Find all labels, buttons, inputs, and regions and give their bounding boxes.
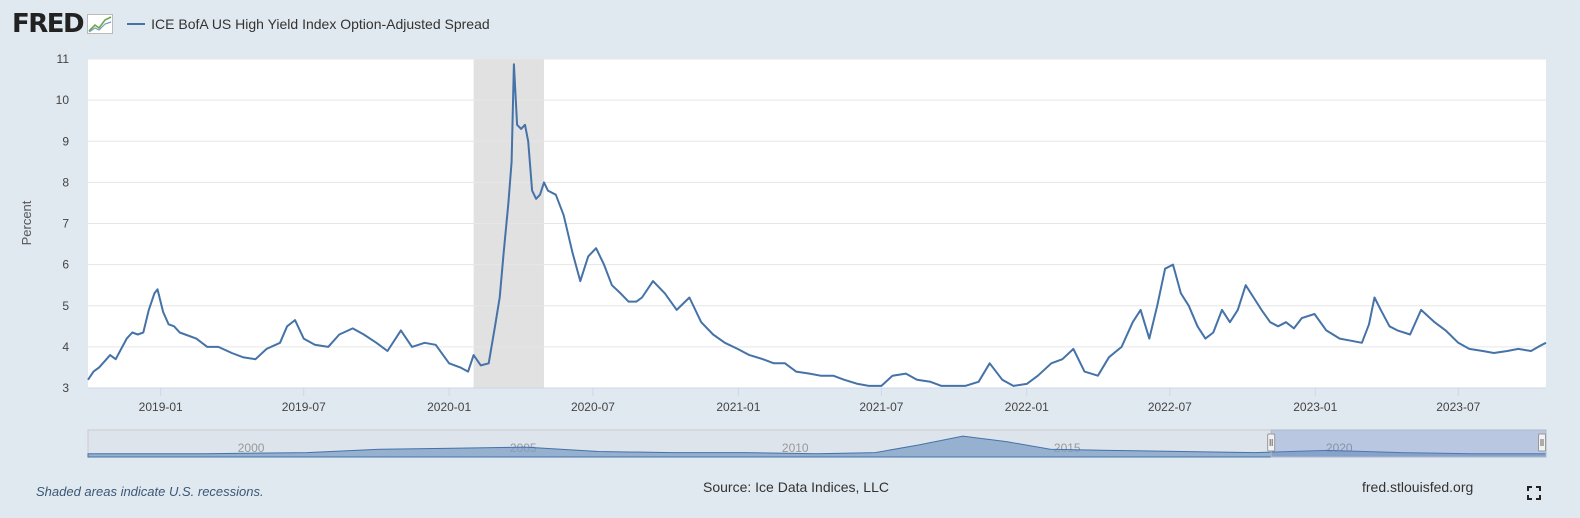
x-tick-label: 2023-01 — [1293, 400, 1337, 414]
chart: 2019-01 2019-07 2020-01 2020-07 2021-01 2021-… — [19, 52, 1547, 458]
y-axis-title: Percent — [19, 200, 34, 245]
navigator-tick-label: 2000 — [238, 441, 265, 455]
navigator-selection — [1270, 429, 1547, 458]
legend-swatch — [127, 23, 146, 25]
fred-logo[interactable]: FRED — [12, 9, 114, 39]
y-tick-label: 4 — [62, 340, 69, 354]
navigator-tick-label: 2010 — [782, 441, 809, 455]
x-tick-label: 2020-01 — [427, 400, 471, 414]
y-tick-label: 3 — [62, 381, 69, 395]
legend-label: ICE BofA US High Yield Index Option-Adju… — [151, 16, 490, 32]
navigator-handle-right[interactable] — [1538, 433, 1546, 452]
y-tick-label: 11 — [57, 52, 70, 66]
y-tick-label: 5 — [62, 299, 69, 313]
x-axis: 2019-01 2019-07 2020-01 2020-07 2021-01 2021-… — [88, 387, 1546, 414]
x-tick-label: 2022-07 — [1148, 400, 1192, 414]
x-tick-label: 2023-07 — [1436, 400, 1480, 414]
x-tick-label: 2022-01 — [1005, 400, 1049, 414]
x-tick-label: 2019-01 — [139, 400, 183, 414]
handle-grip — [1538, 433, 1546, 452]
y-tick-label: 9 — [62, 134, 69, 148]
series-layer[interactable] — [87, 63, 1547, 387]
chart-header: FRED ICE BofA US High Yield Index Option… — [12, 8, 490, 40]
range-navigator[interactable]: 20002005201020152020 — [87, 429, 1547, 458]
y-tick-label: 7 — [62, 217, 69, 231]
fullscreen-icon[interactable] — [1527, 486, 1541, 500]
navigator-handle-left[interactable] — [1267, 433, 1276, 452]
series-line — [87, 63, 1547, 387]
x-tick-label: 2020-07 — [571, 400, 615, 414]
fred-logo-text: FRED — [12, 9, 85, 39]
x-tick-label: 2019-07 — [282, 400, 326, 414]
y-axis: 3 4 5 6 7 8 9 10 11 — [56, 52, 70, 395]
x-tick-label: 2021-07 — [859, 400, 903, 414]
x-tick-label: 2021-01 — [716, 400, 760, 414]
y-tick-label: 8 — [62, 175, 69, 189]
handle-grip — [1267, 433, 1276, 452]
y-tick-label: 6 — [62, 258, 69, 272]
navigator-overview — [87, 435, 1547, 458]
fred-chart-icon — [87, 14, 114, 34]
recession-note: Shaded areas indicate U.S. recessions. — [36, 484, 264, 499]
chart-legend[interactable]: ICE BofA US High Yield Index Option-Adju… — [127, 16, 490, 32]
y-tick-label: 10 — [56, 93, 70, 107]
source-credit: Source: Ice Data Indices, LLC — [703, 479, 889, 495]
site-link[interactable]: fred.stlouisfed.org — [1362, 479, 1474, 495]
